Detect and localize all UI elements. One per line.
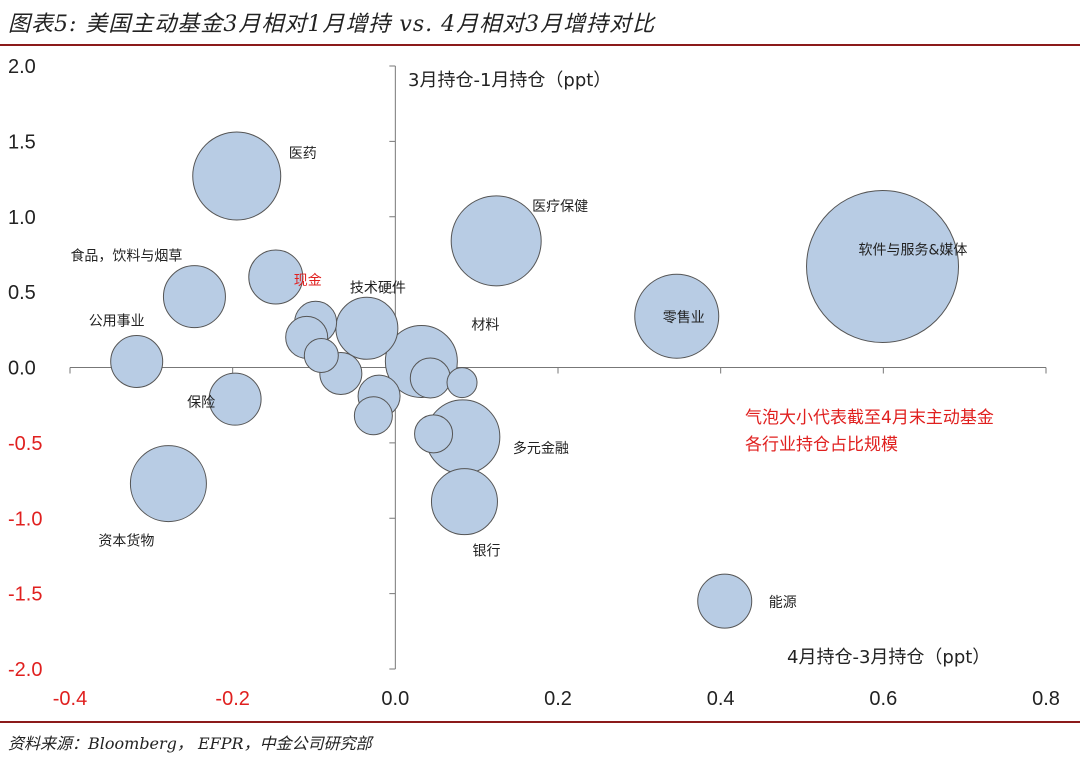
bubble-零售业: [634, 273, 720, 359]
bubble-医疗保健: [450, 195, 542, 287]
y-tick-label: -0.5: [8, 433, 42, 455]
top-rule: [0, 44, 1080, 46]
bubble-label: 公用事业: [89, 313, 145, 329]
bubble-公用事业: [110, 334, 164, 388]
bubble-label: 零售业: [663, 310, 705, 326]
y-tick-label: 1.5: [8, 131, 36, 153]
bubble-chart: -0.4 -0.2 0.0 0.2 0.4 0.6 0.8 2.0 1.5 1.0 0.5 0.0 -0…: [8, 56, 1060, 710]
x-tick-label: -0.2: [215, 688, 249, 710]
bubble-label: 医疗保健: [532, 199, 588, 215]
bubble-label: 银行: [472, 544, 500, 560]
bubble-保险: [208, 372, 262, 426]
y-tick-label: 2.0: [8, 56, 36, 78]
x-tick-label: 0.8: [1032, 688, 1060, 710]
bubble-label: 保险: [187, 395, 215, 411]
annotation-line-2: 各行业持仓占比规模: [745, 435, 898, 455]
bubble-资本货物: [129, 445, 207, 523]
y-axis-title: 3月持仓-1月持仓（ppt）: [408, 70, 611, 91]
bubble-unlabeled: [446, 367, 478, 399]
bubble-label: 材料: [471, 317, 499, 333]
bubble-label: 资本货物: [98, 533, 154, 550]
source-note: 资料来源：Bloomberg， EFPR，中金公司研究部: [8, 734, 372, 753]
chart-axes: -0.4 -0.2 0.0 0.2 0.4 0.6 0.8 2.0 1.5 1.0 0.5 0.0 -0…: [8, 56, 1060, 710]
bubble-银行: [430, 468, 498, 536]
bubble-label: 多元金融: [513, 440, 569, 457]
bubble-unlabeled: [353, 396, 393, 436]
bubble-label: 能源: [769, 595, 797, 611]
x-tick-label: 0.0: [381, 688, 409, 710]
y-tick-label: 0.0: [8, 358, 36, 380]
bubble-unlabeled: [414, 414, 454, 454]
bubble-label: 技术硬件: [350, 280, 406, 296]
chart-title: 图表5: 美国主动基金3月相对1月增持 vs. 4月相对3月增持对比: [8, 12, 656, 37]
chart-bubbles: [110, 131, 960, 629]
bubble-label: 食品，饮料与烟草: [70, 248, 182, 265]
bubble-软件与服务&媒体: [806, 189, 960, 343]
bubble-label: 软件与服务&媒体: [859, 242, 968, 258]
bubble-label: 医药: [289, 146, 317, 162]
x-tick-label: -0.4: [53, 688, 87, 710]
bubble-能源: [697, 573, 753, 629]
bubble-label: 现金: [294, 273, 322, 289]
y-tick-label: -2.0: [8, 659, 42, 681]
y-tick-label: -1.0: [8, 508, 42, 530]
y-tick-label: 1.0: [8, 207, 36, 229]
x-tick-label: 0.2: [544, 688, 572, 710]
x-tick-label: 0.6: [869, 688, 897, 710]
bottom-rule: [0, 721, 1080, 723]
bubble-医药: [192, 131, 282, 221]
bubble-unlabeled: [303, 337, 339, 373]
x-tick-label: 0.4: [707, 688, 735, 710]
bubble-现金: [248, 249, 304, 305]
bubble-食品，饮料与烟草: [162, 265, 226, 329]
y-tick-label: -1.5: [8, 584, 42, 606]
y-tick-label: 0.5: [8, 282, 36, 304]
x-axis-title: 4月持仓-3月持仓（ppt）: [787, 647, 990, 668]
annotation-line-1: 气泡大小代表截至4月末主动基金: [745, 408, 994, 428]
bubble-技术硬件: [335, 296, 399, 360]
bubble-unlabeled: [409, 357, 451, 399]
